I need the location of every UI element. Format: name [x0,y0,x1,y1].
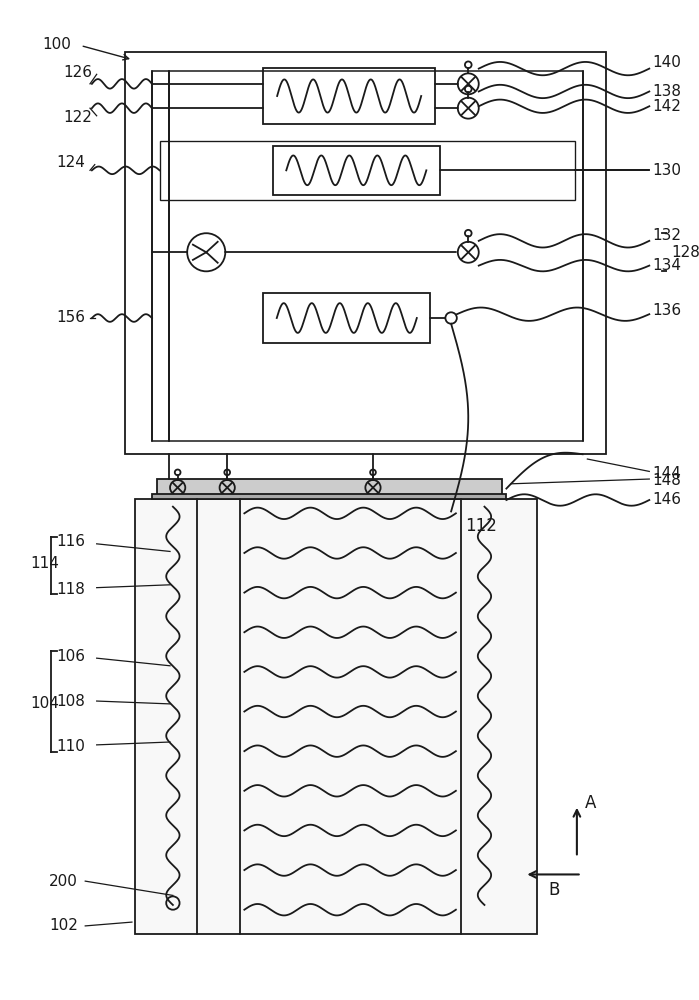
Text: 116: 116 [57,534,86,549]
Text: 122: 122 [64,110,92,125]
Text: 106: 106 [57,649,86,664]
Text: B: B [548,881,560,899]
Bar [273,146,440,195]
Text: 140: 140 [652,55,681,70]
Text: 118: 118 [57,582,85,597]
Text: 142: 142 [652,99,681,114]
Text: 132: 132 [652,228,681,243]
Text: 148: 148 [652,473,681,488]
Text: 128: 128 [671,245,699,260]
Text: 156: 156 [57,310,86,325]
Text: 130: 130 [652,163,681,178]
Text: 104: 104 [30,696,59,711]
Text: 108: 108 [57,694,85,709]
Text: 136: 136 [652,303,682,318]
Bar [125,52,607,454]
Text: 138: 138 [652,84,681,99]
Bar [264,293,430,343]
Text: 114: 114 [30,556,59,571]
Bar [159,141,575,200]
Text: 110: 110 [57,739,85,754]
Text: A: A [584,794,596,812]
Text: 112: 112 [466,517,497,535]
Text: 200: 200 [49,874,78,889]
Bar [264,68,435,124]
Bar [135,499,537,934]
Bar [152,71,582,441]
Text: 134: 134 [652,258,681,273]
Text: 126: 126 [64,65,92,80]
Bar [157,479,502,496]
Text: 124: 124 [57,155,85,170]
Text: 102: 102 [49,918,78,933]
Text: 100: 100 [43,37,71,52]
Text: 144: 144 [652,466,681,481]
Bar [152,494,506,499]
Text: 146: 146 [652,492,681,508]
